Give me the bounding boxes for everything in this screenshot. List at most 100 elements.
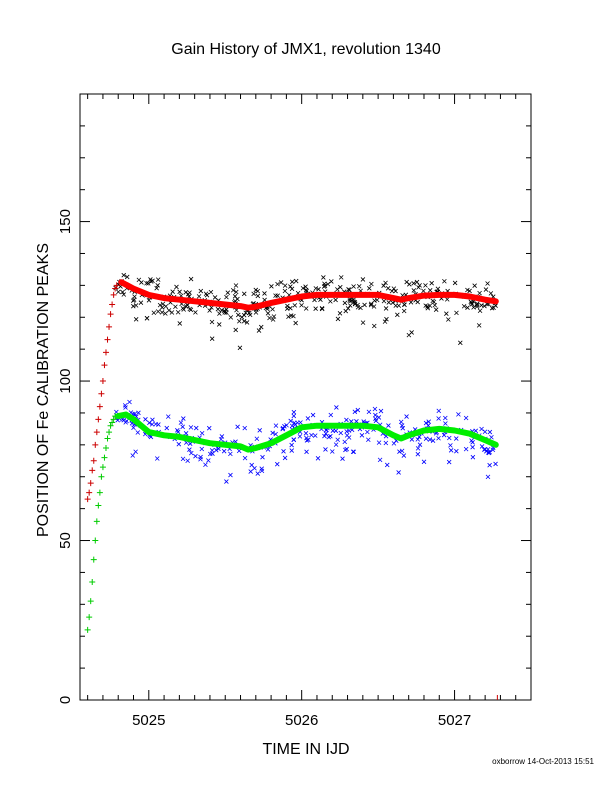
rise-point: [101, 362, 108, 369]
data-point: [414, 279, 420, 285]
data-point: [319, 306, 325, 312]
data-point: [493, 461, 498, 467]
series-rise-upper: [84, 282, 120, 503]
data-point: [243, 310, 248, 316]
data-point: [479, 426, 484, 432]
data-point: [329, 279, 334, 284]
data-point: [208, 289, 214, 295]
data-point: [216, 322, 222, 327]
data-point: [493, 303, 498, 308]
data-point: [206, 458, 211, 463]
data-point: [260, 454, 265, 460]
data-point: [293, 278, 299, 284]
data-point: [127, 399, 132, 405]
data-point: [323, 447, 328, 452]
data-point: [365, 429, 370, 435]
rise-point: [93, 429, 100, 436]
series-fit-upper-line: [118, 279, 499, 311]
data-point: [193, 425, 199, 431]
data-point: [441, 432, 447, 438]
data-point: [485, 281, 490, 286]
data-point: [180, 424, 185, 430]
data-point: [458, 340, 463, 346]
footer-stamp: oxborrow 14-Oct-2013 15:51: [492, 757, 594, 766]
data-point: [241, 312, 247, 318]
data-point: [366, 437, 371, 443]
data-point: [262, 291, 267, 296]
rise-point: [110, 291, 117, 298]
data-point: [198, 454, 203, 460]
data-point: [396, 470, 401, 475]
data-point: [423, 283, 428, 288]
data-point: [359, 433, 365, 438]
data-point: [404, 414, 409, 419]
data-point: [169, 310, 175, 315]
y-tick-label: 50: [57, 532, 74, 549]
data-point: [218, 437, 224, 442]
data-point: [338, 430, 344, 436]
x-tick-label: 5026: [285, 712, 318, 729]
data-point: [232, 298, 238, 304]
data-point: [271, 314, 277, 319]
data-point: [479, 303, 484, 308]
rise-point: [87, 480, 94, 487]
data-point: [333, 442, 339, 447]
data-point: [233, 283, 239, 288]
data-point: [163, 311, 168, 316]
data-point: [132, 411, 137, 417]
data-point: [443, 415, 448, 421]
data-point: [273, 423, 279, 428]
data-point: [310, 412, 316, 418]
x-tick-label: 5025: [132, 712, 165, 729]
data-point: [453, 436, 459, 441]
data-point: [165, 414, 171, 419]
data-point: [431, 299, 437, 305]
data-point: [164, 425, 170, 431]
rise-point: [96, 489, 103, 496]
data-point: [489, 434, 494, 440]
data-point: [354, 419, 359, 424]
data-point: [474, 302, 480, 308]
data-point: [159, 305, 165, 310]
data-point: [415, 446, 421, 451]
data-point: [360, 277, 366, 282]
data-point: [143, 417, 148, 422]
data-point: [242, 455, 248, 461]
data-point: [124, 274, 130, 280]
data-point: [443, 421, 448, 426]
data-point: [177, 289, 182, 295]
data-point: [284, 422, 289, 428]
data-point: [251, 291, 256, 297]
data-point: [257, 428, 263, 433]
data-point: [221, 448, 227, 454]
data-point: [417, 434, 422, 440]
data-point: [465, 287, 470, 293]
data-point: [372, 298, 377, 303]
series-rise-lower: [84, 413, 119, 633]
data-point: [235, 312, 241, 318]
data-point: [180, 305, 186, 311]
data-point: [133, 303, 139, 308]
data-point: [463, 446, 469, 452]
data-point: [185, 458, 190, 464]
data-point: [429, 280, 434, 286]
data-point: [371, 323, 377, 329]
data-point: [402, 302, 407, 307]
data-point: [291, 409, 297, 415]
data-point: [432, 302, 438, 308]
data-point: [411, 281, 416, 286]
data-point: [204, 292, 210, 298]
plot-frame: [79, 93, 532, 701]
data-point: [337, 311, 343, 316]
data-point: [196, 294, 202, 299]
data-point: [292, 420, 297, 426]
data-point: [386, 300, 392, 305]
data-point: [473, 428, 479, 434]
data-point: [297, 434, 303, 439]
data-point: [198, 288, 204, 294]
data-point: [472, 283, 477, 288]
data-point: [330, 428, 336, 433]
data-point: [384, 316, 389, 322]
data-point: [315, 455, 321, 461]
data-point: [346, 435, 352, 440]
